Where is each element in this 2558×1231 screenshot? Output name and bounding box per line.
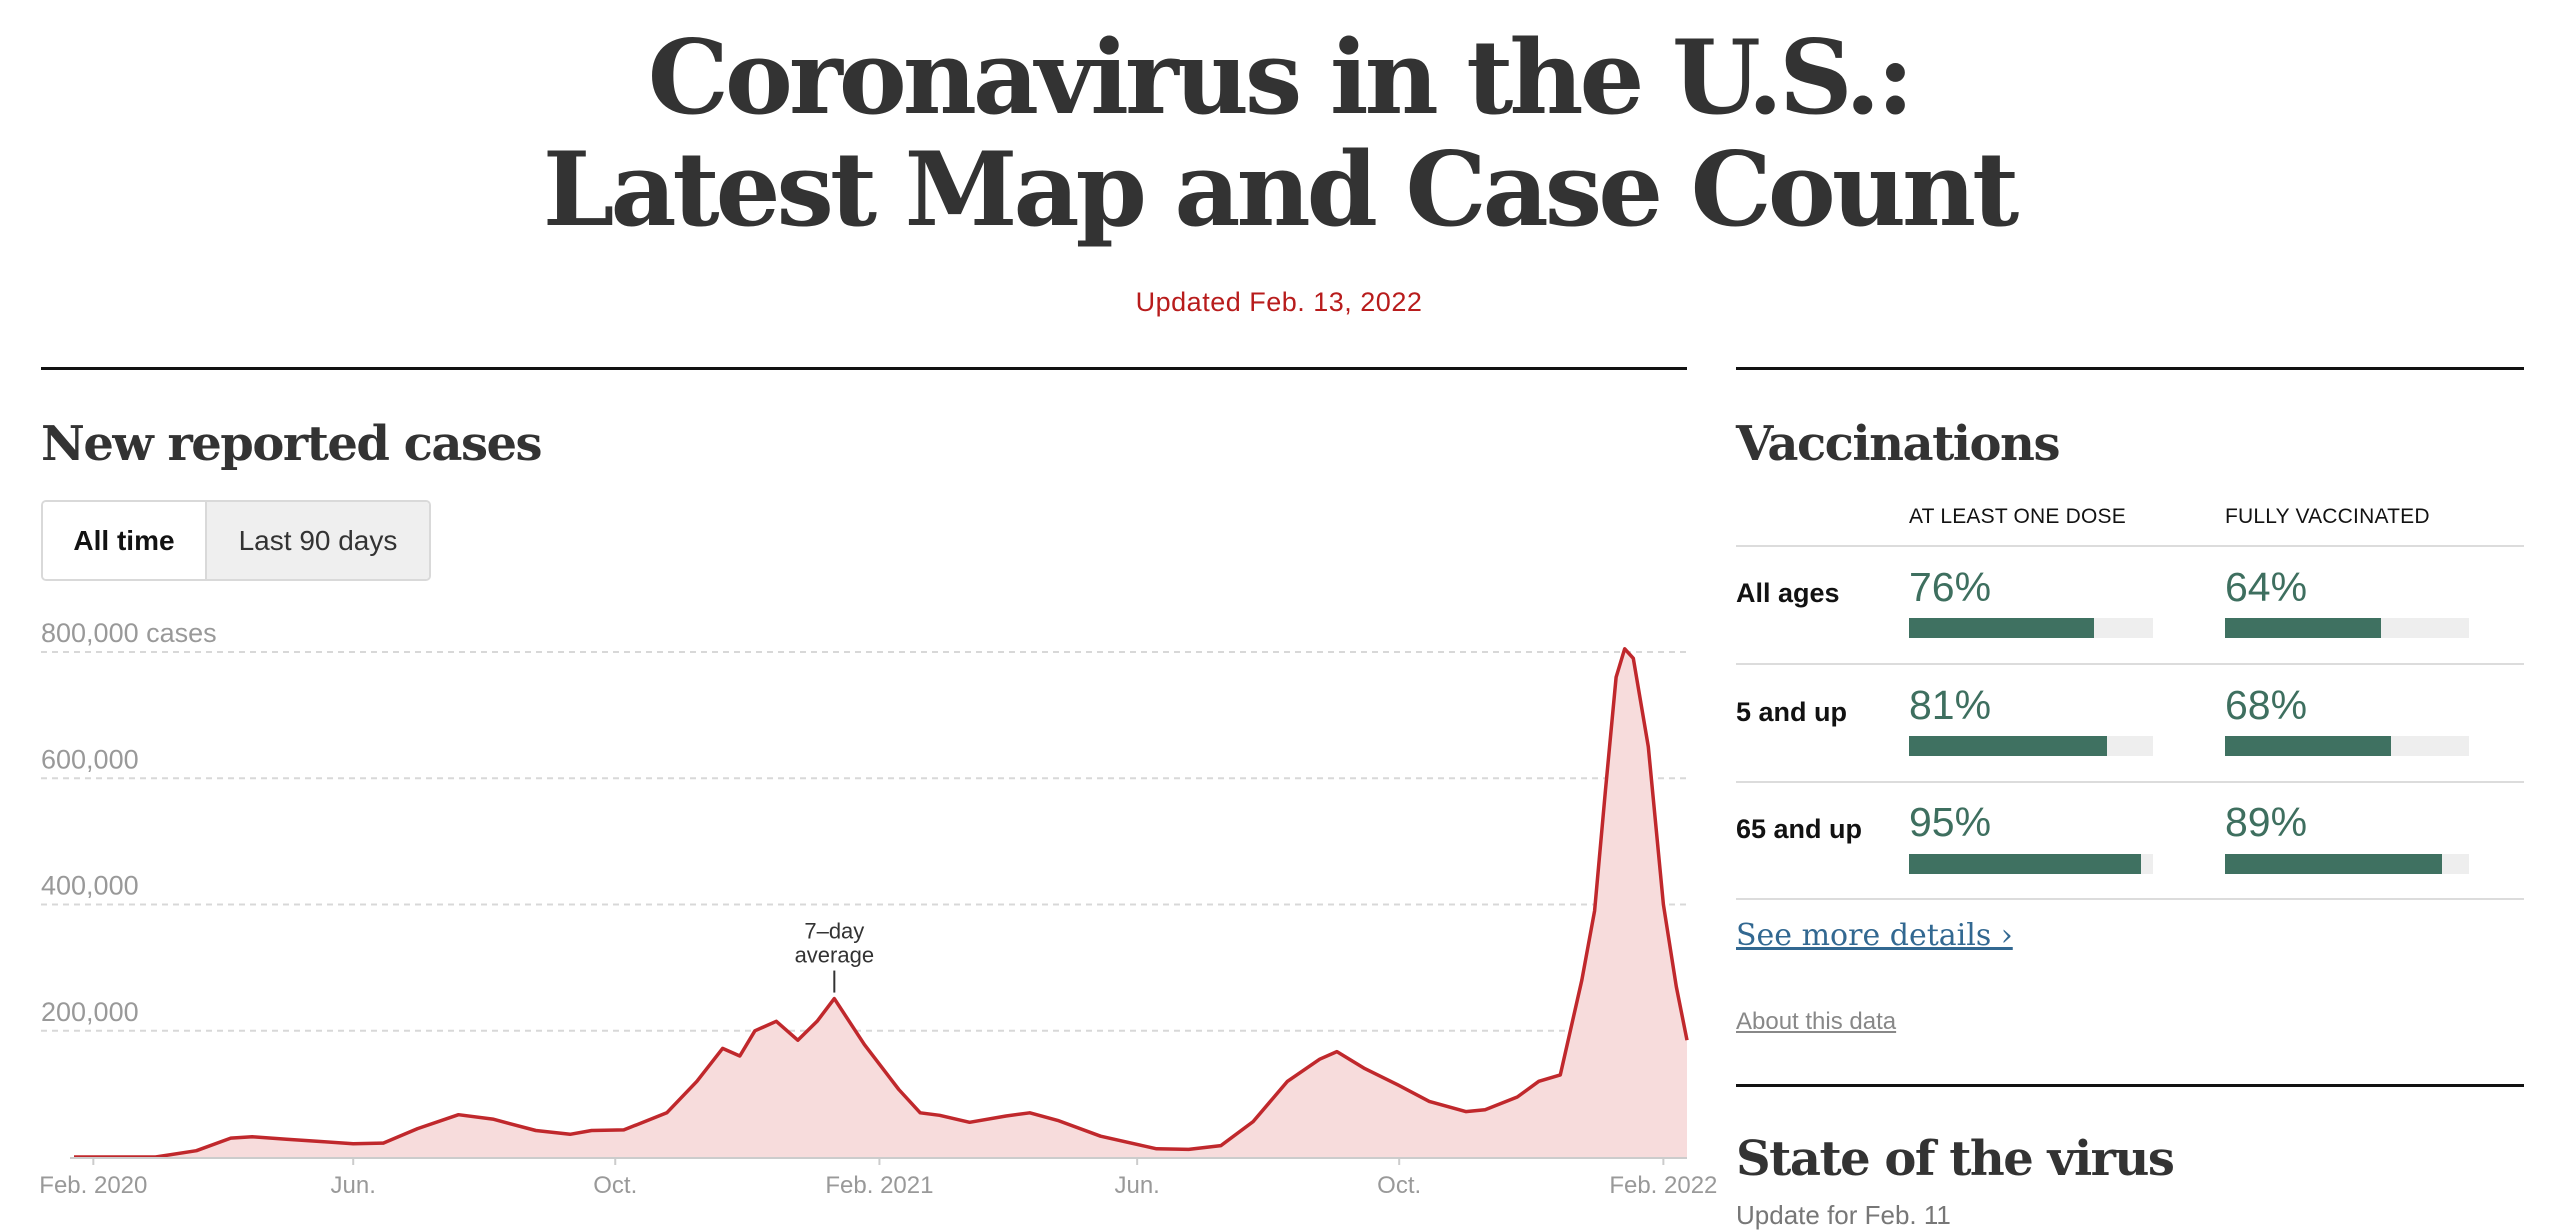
see-more-details-link[interactable]: See more details › xyxy=(1736,918,2013,953)
fully-vaccinated-bar xyxy=(2225,854,2469,874)
vax-divider xyxy=(1736,663,2524,665)
last-90-days-button[interactable]: Last 90 days xyxy=(207,502,429,579)
one-dose-percent: 76% xyxy=(1909,564,1992,610)
fully-vaccinated-bar xyxy=(2225,736,2469,756)
fully-vaccinated-bar-fill xyxy=(2225,618,2382,638)
y-tick-label: 800,000 cases xyxy=(41,618,217,648)
x-tick-label: Feb. 2020 xyxy=(39,1172,147,1199)
cases-chart: 800,000 cases 600,000 400,000 200,000 Feb. 2… xyxy=(39,618,1717,1199)
one-dose-percent: 81% xyxy=(1909,682,1992,728)
x-tick-label: Feb. 2022 xyxy=(1609,1172,1717,1199)
one-dose-bar-fill xyxy=(1909,618,2095,638)
headline-line-1: Coronavirus in the U.S.: xyxy=(647,18,1914,138)
fully-vaccinated-bar-fill xyxy=(2225,854,2443,874)
time-range-toggle: All time Last 90 days xyxy=(41,500,431,581)
state-section-rule xyxy=(1736,1084,2524,1087)
one-dose-bar-fill xyxy=(1909,854,2141,874)
fully-vaccinated-bar-fill xyxy=(2225,736,2391,756)
one-dose-percent: 95% xyxy=(1909,799,1992,845)
cases-section-title: New reported cases xyxy=(41,416,543,472)
annotation-label: 7–day xyxy=(804,919,864,944)
x-tick-label: Jun. xyxy=(331,1172,376,1199)
vax-divider xyxy=(1736,898,2524,900)
fully-vaccinated-bar xyxy=(2225,618,2469,638)
vax-divider xyxy=(1736,781,2524,783)
x-tick-label: Oct. xyxy=(593,1172,637,1199)
annotation-label: average xyxy=(795,943,875,968)
y-tick-label: 200,000 xyxy=(41,997,139,1027)
updated-timestamp: Updated Feb. 13, 2022 xyxy=(1135,287,1423,317)
fully-vaccinated-percent: 68% xyxy=(2225,682,2308,728)
y-tick-label: 600,000 xyxy=(41,744,139,774)
page-headline: Coronavirus in the U.S.: Latest Map and … xyxy=(0,22,2558,246)
state-update-date: Update for Feb. 11 xyxy=(1736,1200,1951,1230)
about-this-data-link[interactable]: About this data xyxy=(1736,1008,1897,1035)
series-area xyxy=(74,648,1687,1157)
vax-row-label: All ages xyxy=(1736,578,1840,608)
vax-divider xyxy=(1736,545,2524,547)
fully-vaccinated-percent: 89% xyxy=(2225,799,2308,845)
x-tick-label: Oct. xyxy=(1377,1172,1421,1199)
at-least-one-dose-header: AT LEAST ONE DOSE xyxy=(1909,505,2126,528)
one-dose-bar xyxy=(1909,618,2153,638)
fully-vaccinated-header: FULLY VACCINATED xyxy=(2225,505,2430,528)
series-line xyxy=(74,647,1689,1159)
fully-vaccinated-percent: 64% xyxy=(2225,564,2308,610)
vax-row-label: 65 and up xyxy=(1736,814,1863,844)
x-tick-label: Jun. xyxy=(1114,1172,1159,1199)
one-dose-bar-fill xyxy=(1909,736,2107,756)
vaccinations-section-title: Vaccinations xyxy=(1736,416,2060,472)
state-section-title: State of the virus xyxy=(1736,1131,2175,1187)
headline-line-2: Latest Map and Case Count xyxy=(542,130,2020,250)
vaccinations-section-rule xyxy=(1736,367,2524,370)
one-dose-bar xyxy=(1909,854,2153,874)
x-tick-label: Feb. 2021 xyxy=(825,1172,933,1199)
y-tick-label: 400,000 xyxy=(41,871,139,901)
cases-section-rule xyxy=(41,367,1687,370)
one-dose-bar xyxy=(1909,736,2153,756)
vax-row-label: 5 and up xyxy=(1736,697,1848,727)
all-time-button[interactable]: All time xyxy=(43,502,207,579)
